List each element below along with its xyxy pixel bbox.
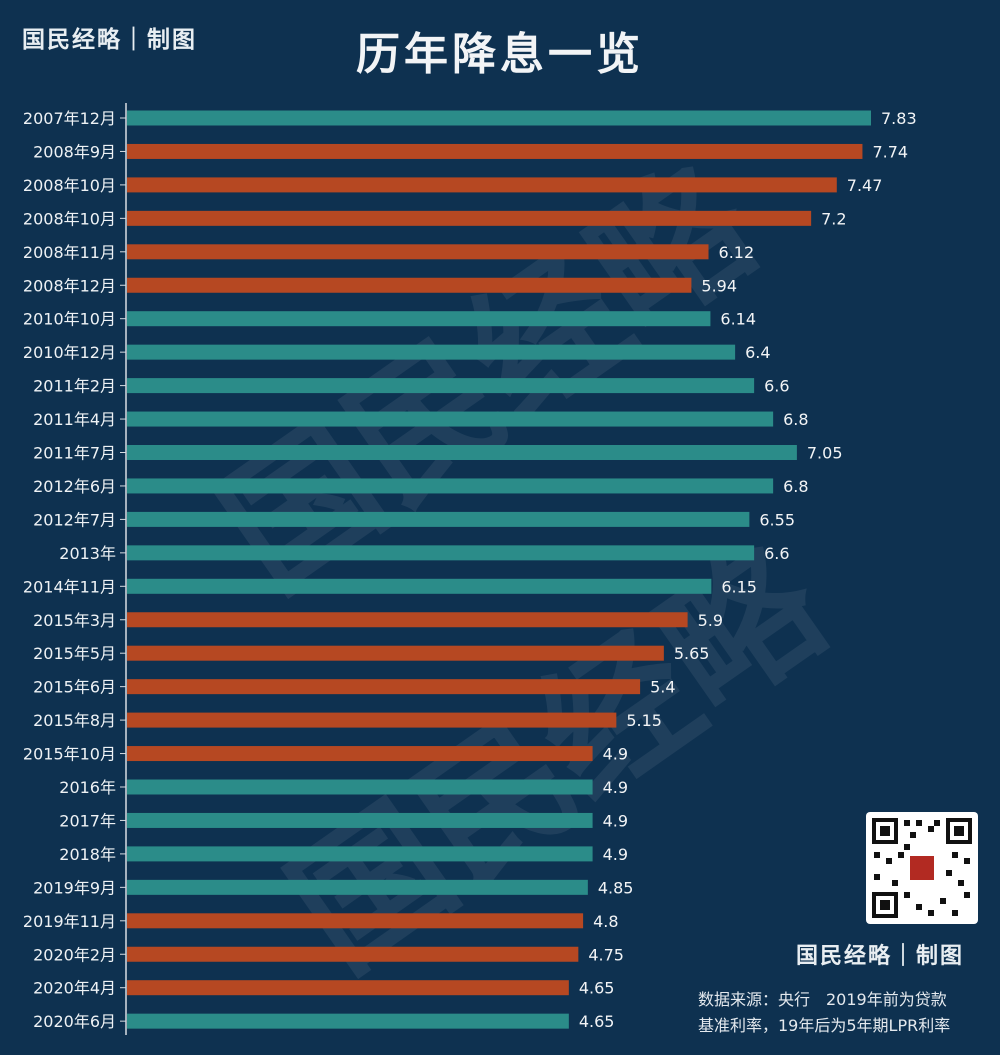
bar: [127, 946, 579, 962]
bar: [127, 511, 750, 527]
bar: [127, 679, 641, 695]
bar: [127, 812, 593, 828]
bar: [127, 746, 593, 762]
bar: [127, 378, 755, 394]
data-label: 6.12: [719, 243, 755, 262]
y-tick-label: 2020年4月: [33, 979, 116, 998]
bar: [127, 277, 692, 293]
data-label: 6.6: [764, 544, 789, 563]
data-label: 5.65: [674, 644, 710, 663]
qr-code: [866, 812, 978, 924]
brand-logo-bottom: 国民经略｜制图: [796, 943, 965, 969]
y-tick-label: 2015年6月: [33, 678, 116, 697]
y-tick-label: 2011年2月: [33, 377, 116, 396]
bar: [127, 344, 736, 360]
data-label: 7.83: [881, 109, 917, 128]
y-tick-label: 2010年10月: [23, 310, 116, 329]
data-label: 4.85: [598, 878, 634, 897]
bar: [127, 980, 569, 996]
bar: [127, 411, 774, 427]
data-label: 7.2: [821, 209, 846, 228]
bar: [127, 846, 593, 862]
y-tick-label: 2008年12月: [23, 276, 116, 295]
y-tick-label: 2013年: [59, 544, 116, 563]
bar: [127, 110, 871, 126]
bar: [127, 612, 688, 628]
data-label: 6.14: [720, 310, 756, 329]
bar: [127, 311, 711, 327]
bar: [127, 578, 712, 594]
data-label: 6.8: [783, 477, 808, 496]
y-tick-label: 2011年7月: [33, 444, 116, 463]
y-tick-label: 2008年9月: [33, 142, 116, 161]
data-label: 6.55: [759, 510, 795, 529]
y-tick-label: 2014年11月: [23, 577, 116, 596]
y-tick-label: 2012年6月: [33, 477, 116, 496]
data-label: 4.65: [579, 1012, 615, 1031]
y-tick-label: 2008年10月: [23, 209, 116, 228]
data-label: 6.6: [764, 377, 789, 396]
bar: [127, 244, 709, 260]
data-label: 4.9: [603, 845, 628, 864]
data-label: 5.94: [701, 276, 737, 295]
y-tick-label: 2019年9月: [33, 878, 116, 897]
bar: [127, 779, 593, 795]
y-tick-label: 2019年11月: [23, 912, 116, 931]
y-tick-label: 2007年12月: [23, 109, 116, 128]
bar: [127, 545, 755, 561]
brand-logo-top: 国民经略｜制图: [22, 26, 197, 53]
bar: [127, 1013, 569, 1029]
y-tick-label: 2011年4月: [33, 410, 116, 429]
y-tick-label: 2015年5月: [33, 644, 116, 663]
source-note-line2: 基准利率，19年后为5年期LPR利率: [698, 1016, 951, 1035]
y-tick-label: 2017年: [59, 811, 116, 830]
data-label: 5.4: [650, 678, 675, 697]
page-title: 历年降息一览: [356, 29, 644, 80]
y-tick-label: 2015年8月: [33, 711, 116, 730]
data-label: 6.15: [721, 577, 757, 596]
y-tick-label: 2018年: [59, 845, 116, 864]
data-label: 4.75: [588, 945, 624, 964]
data-label: 4.9: [603, 745, 628, 764]
bar: [127, 478, 774, 494]
y-tick-label: 2020年6月: [33, 1012, 116, 1031]
data-label: 7.05: [807, 444, 843, 463]
data-label: 4.9: [603, 811, 628, 830]
y-tick-label: 2008年11月: [23, 243, 116, 262]
data-label: 5.15: [626, 711, 662, 730]
bar: [127, 879, 588, 895]
y-tick-label: 2016年: [59, 778, 116, 797]
data-label: 5.9: [698, 611, 723, 630]
y-tick-label: 2020年2月: [33, 945, 116, 964]
y-tick-label: 2008年10月: [23, 176, 116, 195]
bar: [127, 712, 617, 728]
bar: [127, 177, 837, 193]
data-label: 6.4: [745, 343, 770, 362]
data-label: 4.8: [593, 912, 618, 931]
data-label: 7.47: [847, 176, 883, 195]
source-note-line1: 数据来源：央行 2019年前为贷款: [698, 990, 947, 1009]
y-tick-label: 2015年10月: [23, 745, 116, 764]
data-label: 4.65: [579, 979, 615, 998]
bar: [127, 645, 664, 661]
bar: [127, 913, 584, 929]
data-label: 4.9: [603, 778, 628, 797]
bar: [127, 445, 797, 460]
y-tick-label: 2010年12月: [23, 343, 116, 362]
data-label: 6.8: [783, 410, 808, 429]
y-tick-label: 2015年3月: [33, 611, 116, 630]
bar: [127, 143, 863, 159]
y-tick-label: 2012年7月: [33, 510, 116, 529]
data-label: 7.74: [872, 142, 908, 161]
bar: [127, 210, 812, 226]
